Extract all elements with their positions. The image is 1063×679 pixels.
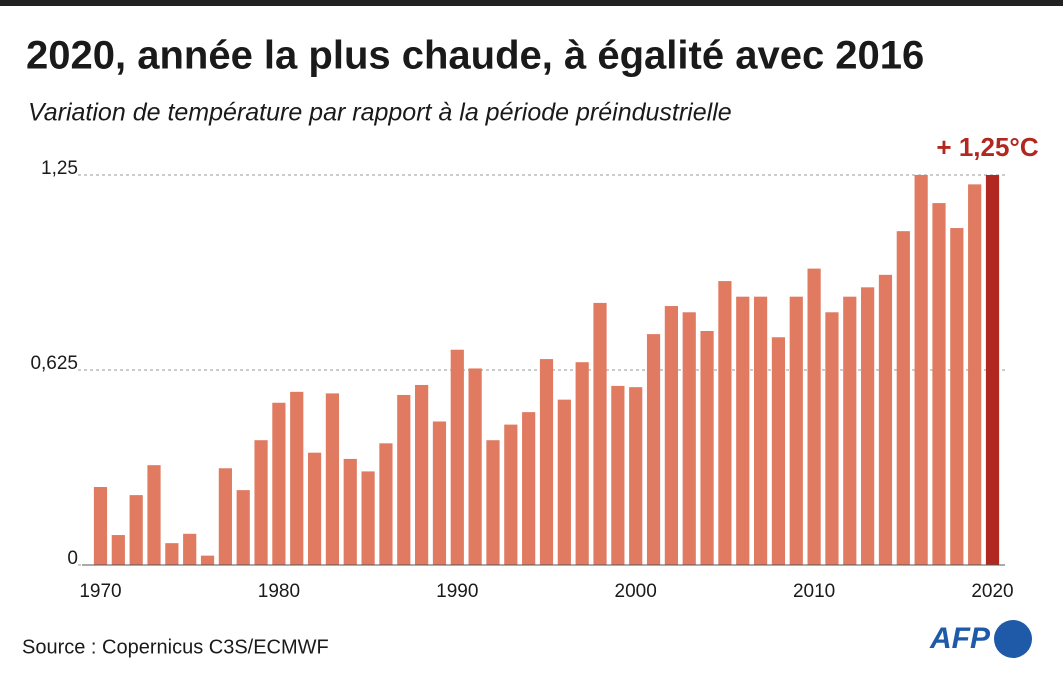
bar xyxy=(629,387,643,565)
bar xyxy=(432,421,447,565)
bar xyxy=(825,312,839,565)
x-tick-label: 2010 xyxy=(793,581,835,602)
bar xyxy=(486,440,500,565)
bar xyxy=(861,287,875,565)
bar xyxy=(593,302,607,565)
bar xyxy=(789,296,803,565)
x-tick-label: 1970 xyxy=(79,581,121,602)
x-tick-label: 1990 xyxy=(436,581,478,602)
bar xyxy=(539,359,554,565)
bar xyxy=(950,228,964,566)
bar xyxy=(165,543,179,565)
bar xyxy=(807,268,821,565)
bar xyxy=(575,362,589,565)
x-tick-label: 2000 xyxy=(615,581,657,602)
logo: AFP xyxy=(929,622,991,655)
bar xyxy=(914,175,928,565)
y-tick-label: 0,625 xyxy=(30,353,78,374)
bar xyxy=(736,296,750,565)
bar xyxy=(236,490,250,565)
bar xyxy=(611,385,625,565)
bar xyxy=(504,424,518,565)
bar xyxy=(753,296,768,565)
bar xyxy=(129,495,143,565)
bar xyxy=(878,274,893,565)
bar xyxy=(183,533,197,565)
bar xyxy=(147,465,161,565)
x-tick-label: 1980 xyxy=(258,581,300,602)
bar xyxy=(646,334,661,565)
bar xyxy=(361,471,375,565)
annotation: + 1,25°C xyxy=(936,132,1038,162)
bar xyxy=(218,468,232,565)
logo-dot xyxy=(994,620,1032,658)
bar xyxy=(932,203,946,565)
bar xyxy=(254,440,268,565)
bar xyxy=(379,443,393,565)
bar xyxy=(415,384,429,565)
bar xyxy=(93,487,108,565)
bar xyxy=(985,175,1000,565)
bar xyxy=(896,231,910,565)
y-tick-label: 0 xyxy=(67,548,78,569)
bar xyxy=(968,184,982,566)
bar xyxy=(771,337,786,565)
bar xyxy=(700,331,714,565)
bar xyxy=(664,306,678,565)
bar xyxy=(111,535,125,565)
chart-title: 2020, année la plus chaude, à égalité av… xyxy=(26,34,924,78)
bar xyxy=(325,393,340,565)
chart-subtitle: Variation de température par rapport à l… xyxy=(28,99,732,127)
bar xyxy=(718,281,732,565)
bar xyxy=(682,312,696,565)
bar xyxy=(200,555,215,565)
bar xyxy=(557,399,571,565)
top-rule xyxy=(0,0,1063,6)
bar xyxy=(397,394,411,565)
bar xyxy=(843,296,857,565)
bar xyxy=(343,458,357,565)
bar xyxy=(272,402,286,565)
bar xyxy=(290,391,304,565)
x-tick-label: 2020 xyxy=(971,581,1013,602)
bar xyxy=(522,412,536,565)
bar xyxy=(468,368,482,565)
source: Source : Copernicus C3S/ECMWF xyxy=(22,636,329,658)
y-tick-label: 1,25 xyxy=(41,158,78,179)
bar xyxy=(307,452,322,565)
bar xyxy=(450,349,464,565)
